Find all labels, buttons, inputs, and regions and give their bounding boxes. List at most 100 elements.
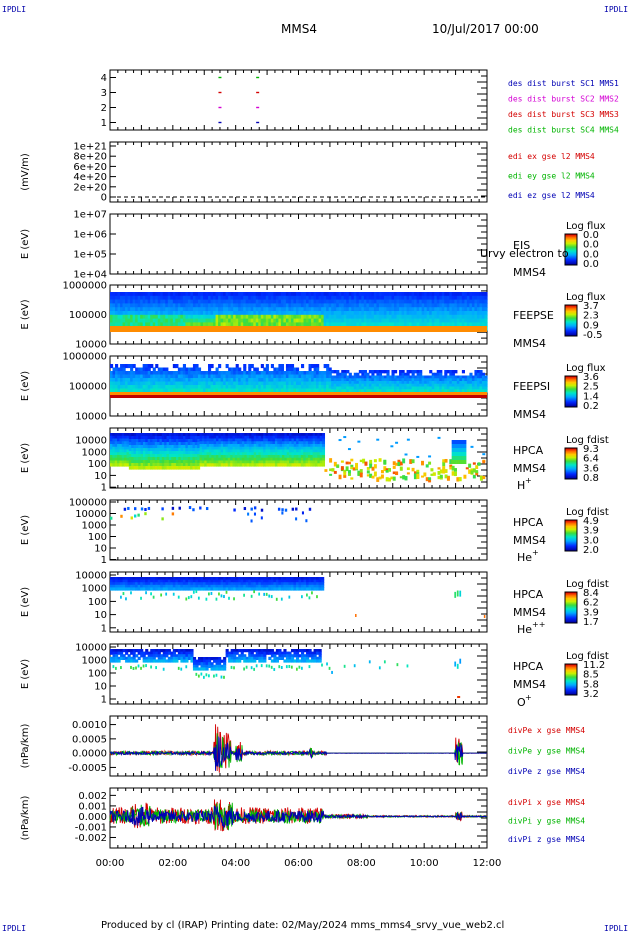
heatmap-cell bbox=[464, 311, 468, 316]
heatmap-cell bbox=[138, 457, 142, 461]
heatmap-cell bbox=[293, 322, 297, 327]
colorbar-cell bbox=[565, 392, 577, 394]
heatmap-cell bbox=[275, 388, 279, 393]
heatmap-cell bbox=[416, 381, 420, 385]
heatmap-cell bbox=[180, 439, 184, 443]
heatmap-cell bbox=[127, 292, 131, 297]
heatmap-cell bbox=[333, 386, 337, 390]
heatmap-cell bbox=[232, 452, 236, 456]
heatmap-cell bbox=[263, 435, 267, 440]
heatmap-cell bbox=[225, 446, 229, 451]
heatmap-cell bbox=[313, 314, 317, 320]
heatmap-cell bbox=[230, 444, 234, 448]
heatmap-cell bbox=[110, 307, 114, 312]
heatmap-cell bbox=[285, 378, 290, 383]
heatmap-cell bbox=[150, 454, 154, 458]
heatmap-cell bbox=[295, 385, 300, 390]
heatmap-cell bbox=[124, 452, 128, 456]
heatmap-cell bbox=[110, 371, 114, 376]
colorbar-cell bbox=[565, 377, 577, 379]
heatmap-cell bbox=[378, 389, 383, 393]
heatmap-cell bbox=[235, 295, 239, 301]
heatmap-cell bbox=[268, 381, 272, 386]
heatmap-cell bbox=[267, 463, 271, 467]
heatmap-cell bbox=[167, 295, 171, 301]
heatmap-cell bbox=[223, 433, 227, 437]
heatmap-cell bbox=[446, 386, 450, 390]
heatmap-cell bbox=[263, 303, 267, 308]
heatmap-cell bbox=[155, 295, 159, 301]
heatmap-cell bbox=[112, 299, 116, 304]
heatmap-cell bbox=[399, 378, 403, 382]
heatmap-cell bbox=[145, 433, 149, 437]
heatmap-cell bbox=[213, 299, 217, 304]
heatmap-cell bbox=[197, 433, 201, 437]
heatmap-cell bbox=[283, 311, 287, 316]
heatmap-cell bbox=[414, 311, 418, 316]
heatmap-cell bbox=[308, 311, 312, 316]
heatmap-cell bbox=[343, 311, 347, 316]
heatmap-cell bbox=[132, 307, 136, 312]
colorbar-cell bbox=[565, 316, 577, 318]
heatmap-cell bbox=[201, 446, 205, 451]
heatmap-cell bbox=[218, 460, 222, 464]
heatmap-cell bbox=[130, 295, 134, 301]
heatmap-cell bbox=[112, 371, 116, 376]
heatmap-cell bbox=[338, 322, 342, 327]
heatmap-cell bbox=[232, 455, 236, 459]
heatmap-cell bbox=[187, 303, 192, 308]
heatmap-cell bbox=[192, 371, 197, 376]
heatmap-cell bbox=[383, 318, 388, 323]
heatmap-cell bbox=[114, 438, 118, 442]
heatmap-cell bbox=[142, 311, 146, 316]
heatmap-cell bbox=[265, 435, 269, 440]
heatmap-cell bbox=[421, 303, 425, 308]
heatmap-cell bbox=[376, 303, 380, 308]
heatmap-cell bbox=[404, 372, 408, 377]
heatmap-cell bbox=[386, 381, 390, 385]
heatmap-cell bbox=[243, 303, 247, 308]
heatmap-cell bbox=[267, 449, 271, 453]
heatmap-cell bbox=[200, 322, 204, 327]
heatmap-cell bbox=[124, 460, 128, 464]
heatmap-cell bbox=[474, 292, 478, 297]
heatmap-cell bbox=[439, 389, 443, 393]
heatmap-cell bbox=[388, 295, 393, 301]
heatmap-cell bbox=[243, 385, 247, 390]
heatmap-cell bbox=[466, 322, 471, 327]
heatmap-cell bbox=[326, 385, 330, 390]
heatmap-cell bbox=[308, 303, 312, 308]
heatmap-cell bbox=[328, 385, 332, 390]
heatmap-cell bbox=[127, 371, 131, 376]
heatmap-cell bbox=[201, 452, 205, 456]
heatmap-cell bbox=[394, 292, 398, 297]
heatmap-cell bbox=[383, 375, 388, 379]
heatmap-cell bbox=[260, 455, 264, 459]
heatmap-cell bbox=[341, 389, 345, 393]
heatmap-cell bbox=[283, 307, 287, 312]
heatmap-cell bbox=[434, 314, 438, 320]
heatmap-cell bbox=[295, 322, 300, 327]
heatmap-cell bbox=[295, 311, 300, 316]
heatmap-cell bbox=[353, 383, 357, 388]
heatmap-cell bbox=[434, 378, 438, 382]
heatmap-cell bbox=[306, 385, 310, 390]
heatmap-cell bbox=[300, 435, 304, 440]
heatmap-cell bbox=[117, 452, 121, 456]
heatmap-cell bbox=[260, 435, 264, 440]
heatmap-cell bbox=[278, 314, 282, 320]
heatmap-cell bbox=[210, 303, 214, 308]
heatmap-cell bbox=[233, 388, 237, 393]
heatmap-cell bbox=[336, 299, 340, 304]
heatmap-cell bbox=[220, 378, 224, 383]
heatmap-cell bbox=[140, 318, 144, 323]
heatmap-cell bbox=[147, 307, 151, 312]
heatmap-cell bbox=[122, 322, 126, 327]
colorbar-cell bbox=[565, 325, 577, 327]
heatmap-cell bbox=[140, 457, 144, 461]
heatmap-cell bbox=[471, 383, 476, 388]
heatmap-cell bbox=[484, 307, 488, 312]
heatmap-cell bbox=[190, 433, 194, 437]
heatmap-cell bbox=[216, 444, 219, 448]
heatmap-cell bbox=[466, 318, 471, 323]
